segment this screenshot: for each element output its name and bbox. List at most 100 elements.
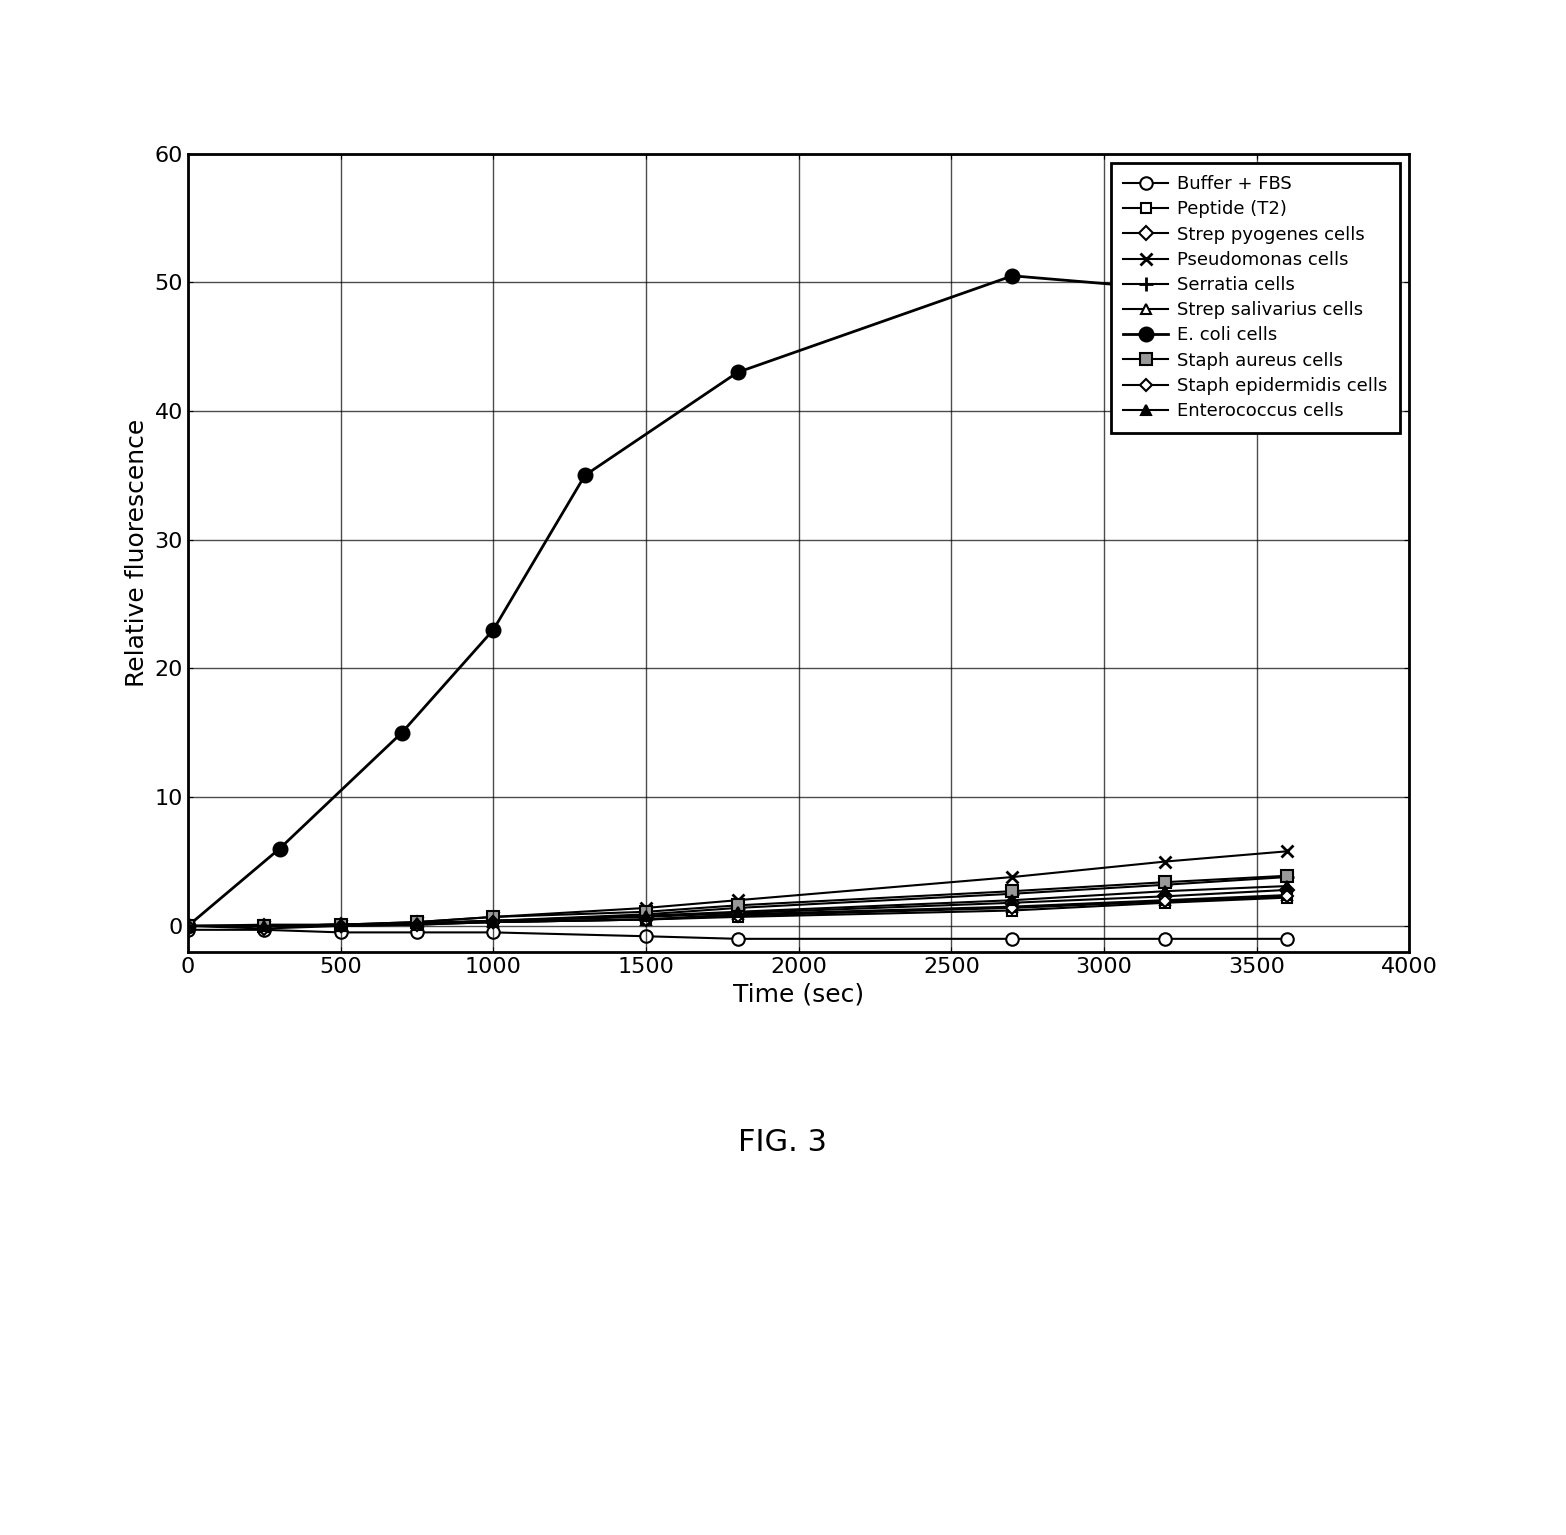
Line: Peptide (T2): Peptide (T2) xyxy=(183,893,1292,930)
Strep pyogenes cells xyxy=(1156,887,1174,906)
Strep salivarius cells xyxy=(484,913,503,932)
Strep pyogenes cells xyxy=(332,915,351,933)
Staph aureus cells xyxy=(179,916,197,935)
E. coli cells xyxy=(1278,292,1297,310)
Buffer + FBS xyxy=(1278,930,1297,949)
Text: FIG. 3: FIG. 3 xyxy=(739,1128,827,1157)
Staph epidermidis cells xyxy=(255,919,274,938)
Enterococcus cells xyxy=(1004,890,1023,909)
Serratia cells xyxy=(1004,884,1023,903)
Staph epidermidis cells xyxy=(1278,887,1297,906)
E. coli cells xyxy=(392,723,410,741)
Line: Strep salivarius cells: Strep salivarius cells xyxy=(183,890,1292,930)
Enterococcus cells xyxy=(1156,883,1174,901)
Staph epidermidis cells xyxy=(407,915,426,933)
Line: Staph aureus cells: Staph aureus cells xyxy=(182,870,1294,932)
E. coli cells xyxy=(484,620,503,639)
Serratia cells xyxy=(484,912,503,930)
Pseudomonas cells xyxy=(1156,852,1174,870)
Serratia cells xyxy=(255,916,274,935)
Strep pyogenes cells xyxy=(179,916,197,935)
Line: E. coli cells: E. coli cells xyxy=(182,269,1294,933)
Pseudomonas cells xyxy=(332,915,351,933)
Buffer + FBS xyxy=(407,923,426,941)
Strep salivarius cells xyxy=(255,916,274,935)
Enterococcus cells xyxy=(407,915,426,933)
Staph epidermidis cells xyxy=(636,910,656,929)
Peptide (T2) xyxy=(484,913,503,932)
Peptide (T2) xyxy=(1156,893,1174,912)
Pseudomonas cells xyxy=(484,907,503,926)
E. coli cells xyxy=(728,364,747,382)
Staph epidermidis cells xyxy=(484,913,503,932)
Serratia cells xyxy=(1278,867,1297,886)
Buffer + FBS xyxy=(636,927,656,946)
Serratia cells xyxy=(407,915,426,933)
Line: Enterococcus cells: Enterococcus cells xyxy=(183,881,1292,930)
Staph aureus cells xyxy=(636,903,656,921)
E. coli cells xyxy=(576,467,595,485)
Strep pyogenes cells xyxy=(255,916,274,935)
Strep pyogenes cells xyxy=(484,912,503,930)
Strep salivarius cells xyxy=(1004,898,1023,916)
Staph epidermidis cells xyxy=(1004,898,1023,916)
Staph aureus cells xyxy=(1278,867,1297,886)
Peptide (T2) xyxy=(407,915,426,933)
Peptide (T2) xyxy=(636,910,656,929)
Staph aureus cells xyxy=(484,907,503,926)
X-axis label: Time (sec): Time (sec) xyxy=(733,982,864,1005)
Strep salivarius cells xyxy=(1278,886,1297,904)
Pseudomonas cells xyxy=(179,916,197,935)
Staph aureus cells xyxy=(407,913,426,932)
E. coli cells xyxy=(1004,267,1023,286)
Line: Buffer + FBS: Buffer + FBS xyxy=(182,924,1294,946)
E. coli cells xyxy=(271,840,290,858)
Pseudomonas cells xyxy=(255,916,274,935)
Staph epidermidis cells xyxy=(728,907,747,926)
Serratia cells xyxy=(728,898,747,916)
Strep pyogenes cells xyxy=(1004,893,1023,912)
Serratia cells xyxy=(179,916,197,935)
Staph aureus cells xyxy=(728,896,747,915)
Line: Serratia cells: Serratia cells xyxy=(182,870,1294,933)
Buffer + FBS xyxy=(179,921,197,939)
Enterococcus cells xyxy=(179,916,197,935)
Staph aureus cells xyxy=(1004,883,1023,901)
Strep pyogenes cells xyxy=(636,907,656,926)
Legend: Buffer + FBS, Peptide (T2), Strep pyogenes cells, Pseudomonas cells, Serratia ce: Buffer + FBS, Peptide (T2), Strep pyogen… xyxy=(1110,163,1400,433)
Pseudomonas cells xyxy=(728,890,747,909)
Enterococcus cells xyxy=(1278,876,1297,895)
Buffer + FBS xyxy=(332,923,351,941)
Staph epidermidis cells xyxy=(332,916,351,935)
Peptide (T2) xyxy=(728,907,747,926)
Buffer + FBS xyxy=(484,923,503,941)
Enterococcus cells xyxy=(332,915,351,933)
Strep salivarius cells xyxy=(728,906,747,924)
Line: Pseudomonas cells: Pseudomonas cells xyxy=(182,846,1294,932)
Enterococcus cells xyxy=(255,916,274,935)
Peptide (T2) xyxy=(255,915,274,933)
Staph epidermidis cells xyxy=(1156,892,1174,910)
Staph epidermidis cells xyxy=(179,916,197,935)
Strep salivarius cells xyxy=(332,916,351,935)
Enterococcus cells xyxy=(636,907,656,926)
Peptide (T2) xyxy=(179,916,197,935)
Strep salivarius cells xyxy=(179,916,197,935)
Strep pyogenes cells xyxy=(1278,881,1297,900)
Peptide (T2) xyxy=(332,915,351,933)
Strep salivarius cells xyxy=(1156,890,1174,909)
Line: Staph epidermidis cells: Staph epidermidis cells xyxy=(183,892,1292,933)
Buffer + FBS xyxy=(255,921,274,939)
Serratia cells xyxy=(1156,875,1174,893)
Strep pyogenes cells xyxy=(728,904,747,923)
Buffer + FBS xyxy=(728,930,747,949)
Buffer + FBS xyxy=(1004,930,1023,949)
Peptide (T2) xyxy=(1278,889,1297,907)
E. coli cells xyxy=(179,916,197,935)
Buffer + FBS xyxy=(1156,930,1174,949)
Staph aureus cells xyxy=(1156,873,1174,892)
Enterococcus cells xyxy=(728,903,747,921)
Strep pyogenes cells xyxy=(407,915,426,933)
E. coli cells xyxy=(1156,279,1174,298)
Serratia cells xyxy=(636,906,656,924)
